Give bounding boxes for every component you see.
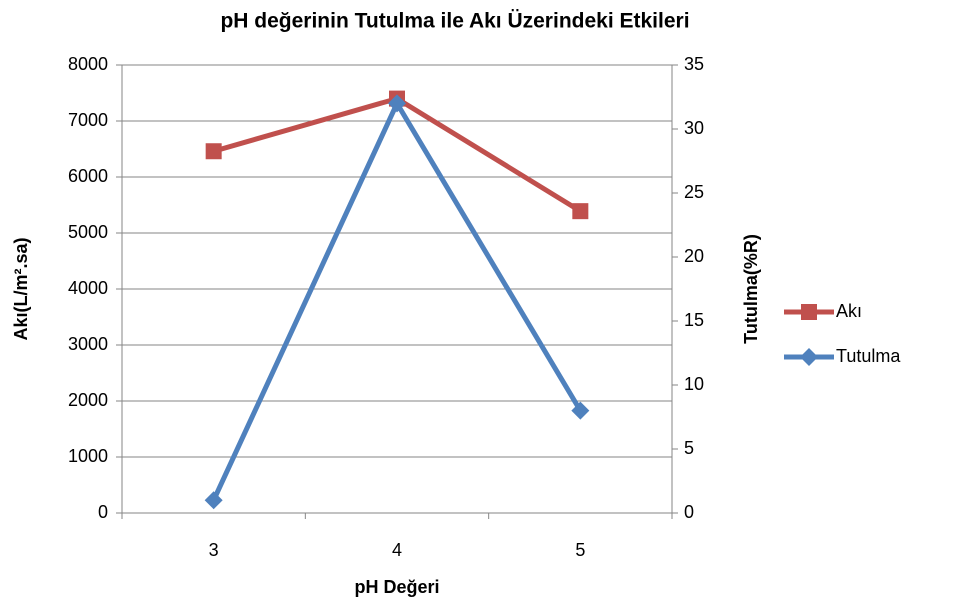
y-tick-label: 6000 [68, 166, 108, 186]
x-tick-label: 5 [575, 540, 585, 560]
x-axis-title: pH Değeri [354, 577, 439, 597]
y2-tick-label: 10 [684, 374, 704, 394]
point [204, 491, 223, 510]
y2-tick-label: 5 [684, 438, 694, 458]
y-axis-title: Akı(L/m².sa) [11, 237, 31, 340]
legend-marker [801, 304, 817, 320]
chart-title: pH değerinin Tutulma ile Akı Üzerindeki … [220, 10, 689, 33]
legend-marker [800, 348, 818, 366]
y2-tick-label: 25 [684, 182, 704, 202]
series-line [211, 100, 583, 502]
x-tick-label: 4 [392, 540, 402, 560]
y2-tick-label: 20 [684, 246, 704, 266]
y-tick-label: 7000 [68, 110, 108, 130]
y2-tick-label: 15 [684, 310, 704, 330]
series-line [212, 96, 582, 214]
y2-tick-label: 35 [684, 54, 704, 74]
y2-axis-title: Tutulma(%R) [741, 234, 761, 344]
y-tick-label: 5000 [68, 222, 108, 242]
y-tick-label: 8000 [68, 54, 108, 74]
y-tick-label: 2000 [68, 390, 108, 410]
x-tick-label: 3 [209, 540, 219, 560]
legend-label: Tutulma [836, 346, 901, 366]
y-tick-label: 0 [98, 502, 108, 522]
point [572, 203, 589, 220]
y-tick-label: 4000 [68, 278, 108, 298]
y2-tick-label: 0 [684, 502, 694, 522]
legend-label: Akı [836, 301, 862, 321]
point [388, 94, 406, 113]
point [205, 143, 222, 160]
point [571, 401, 590, 420]
y2-tick-label: 30 [684, 118, 704, 138]
y-tick-label: 3000 [68, 334, 108, 354]
y-tick-label: 1000 [68, 446, 108, 466]
